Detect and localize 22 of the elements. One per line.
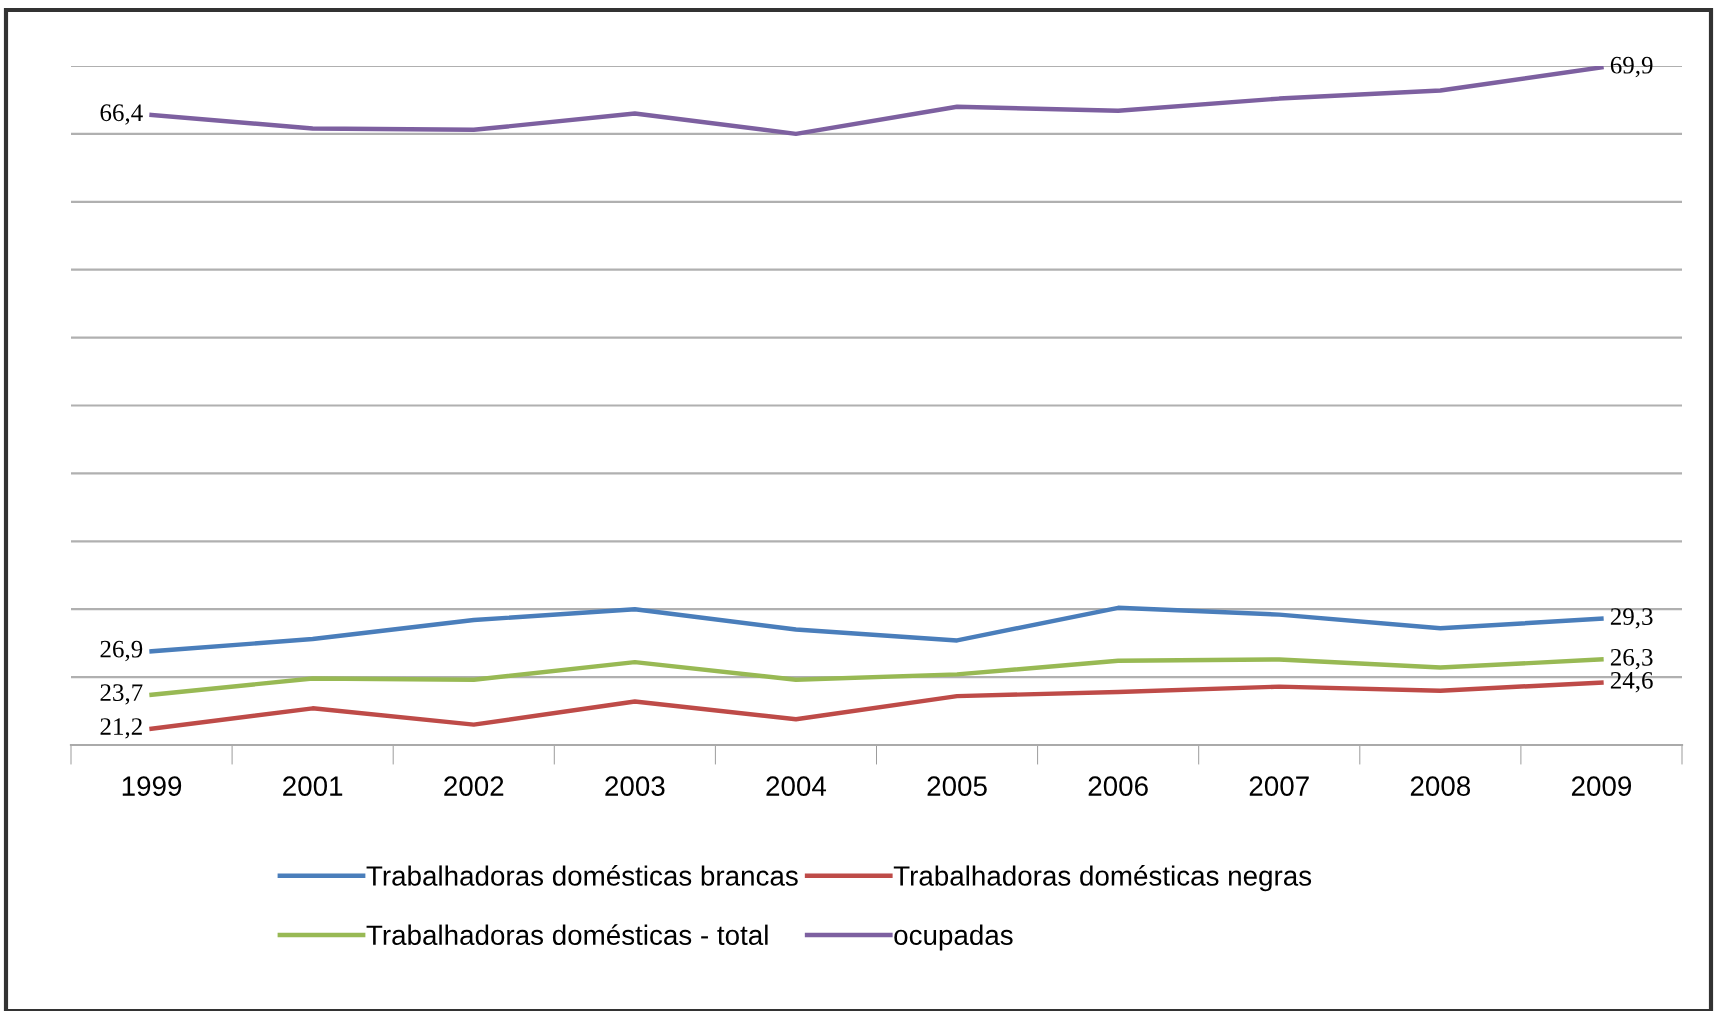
- x-tick-label: 2007: [1249, 776, 1309, 796]
- data-label: 69,9: [1610, 56, 1653, 78]
- x-tick-label: 2003: [605, 776, 665, 796]
- legend-label: Trabalhadoras domésticas negras: [893, 865, 1312, 892]
- legend-label: Trabalhadoras domésticas - total: [366, 924, 768, 946]
- data-label: 26,9: [100, 640, 143, 662]
- x-tick-label: 2004: [766, 776, 827, 796]
- x-tick-label: 2002: [444, 776, 504, 796]
- data-label: 26,3: [1610, 648, 1653, 670]
- x-tick-label: 1999: [122, 776, 182, 796]
- x-tick-label: 2005: [927, 776, 987, 796]
- data-label: 24,6: [1610, 671, 1653, 693]
- data-label: 23,7: [100, 684, 143, 705]
- x-tick-label: 2001: [283, 776, 343, 796]
- x-tick-label: 2008: [1410, 776, 1471, 796]
- data-label: 66,4: [100, 104, 143, 125]
- data-label: 29,3: [1610, 608, 1653, 629]
- x-tick-label: 2009: [1571, 776, 1632, 796]
- x-tick-label: 2006: [1088, 776, 1148, 796]
- legend-label: ocupadas: [894, 924, 1013, 951]
- data-label: 21,2: [100, 718, 142, 739]
- legend-label: Trabalhadoras domésticas brancas: [366, 865, 798, 886]
